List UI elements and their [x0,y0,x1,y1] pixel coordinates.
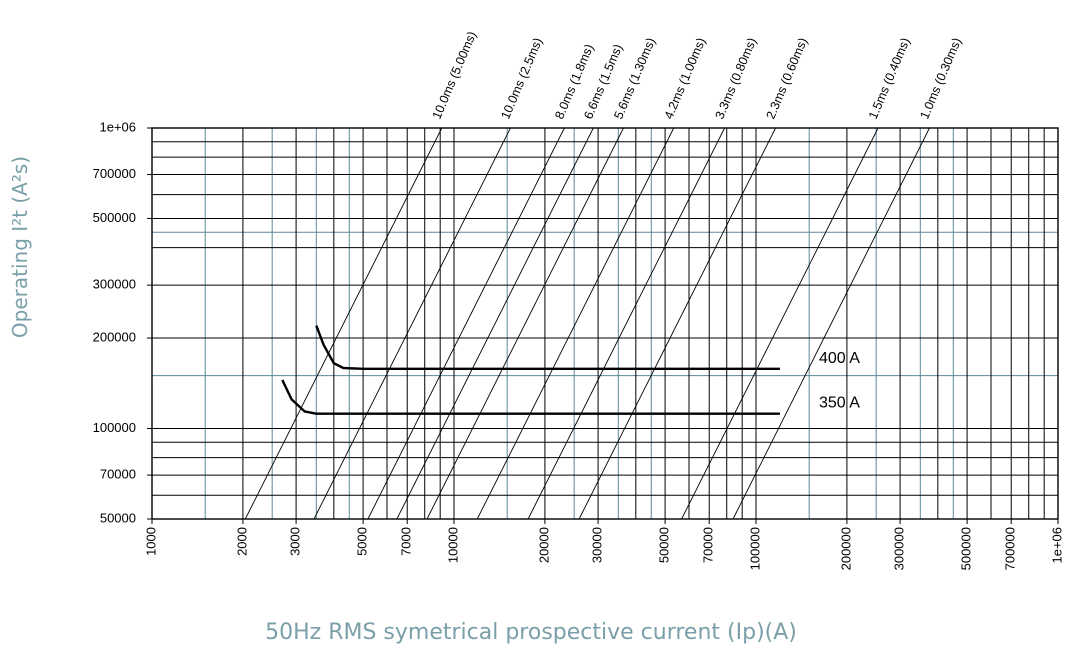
x-axis-title: 50Hz RMS symetrical prospective current … [265,620,797,645]
x-tick-label: 500000 [959,527,974,570]
y-tick-label: 1e+06 [99,119,136,134]
y-tick-label: 700000 [93,166,136,181]
series-curve [281,379,780,415]
time-line [732,128,930,519]
series-label: 350 A [819,395,860,412]
y-tick-label: 500000 [93,210,136,225]
time-line [681,128,879,519]
time-line [476,128,675,519]
time-line [578,128,776,519]
y-axis-title: Operating I²t (A²s) [8,156,32,338]
x-tick-label: 20000 [536,527,551,563]
time-line-label: 10.0ms (2.5ms) [498,36,545,121]
x-tick-label: 50000 [657,527,672,563]
x-tick-label: 70000 [701,527,716,563]
y-tick-label: 300000 [93,277,136,292]
time-line-label: 2.3ms (0.60ms) [763,36,810,121]
series-curves [281,325,780,415]
time-line [313,128,511,519]
time-line-labels: 10.0ms (5.00ms) 10.0ms (2.5ms) 8.0ms (1.8m… [430,29,965,121]
time-lines [244,128,930,519]
time-line [527,128,725,519]
time-line [396,128,594,519]
x-tick-label: 10000 [445,527,460,563]
time-line-label: 1.5ms (0.40ms) [866,36,913,121]
x-tick-label: 100000 [747,527,762,570]
series-label: 400 A [819,350,860,367]
time-line [244,128,443,519]
grid [152,128,1058,519]
y-tick-label: 50000 [100,510,136,525]
y-tick-label: 200000 [93,329,136,344]
time-line-label: 3.3ms (0.80ms) [712,36,759,121]
x-tick-label: 2000 [234,527,249,556]
x-tick-label: 3000 [288,527,303,556]
series-labels: 400 A 350 A [819,350,860,412]
plot-frame [151,127,1059,520]
x-tick-label: 300000 [892,527,907,570]
time-line-label: 4.2ms (1.00ms) [662,36,709,121]
x-tick-label: 30000 [590,527,605,563]
x-tick-label: 1e+06 [1049,527,1064,564]
time-line [367,128,565,519]
time-line-label: 1.0ms (0.30ms) [917,36,964,121]
y-tick-label: 70000 [100,467,136,482]
time-line [426,128,624,519]
x-tick-label: 200000 [838,527,853,570]
x-tick-label: 7000 [399,527,414,556]
x-tick-label: 700000 [1003,527,1018,570]
tick-labels: 1000 2000 3000 5000 7000 10000 20000 30000 50000… [93,119,1065,570]
y-tick-label: 100000 [93,420,136,435]
x-tick-label: 5000 [355,527,370,556]
x-tick-label: 1000 [143,527,158,556]
series-curve [315,325,780,370]
time-line-label: 10.0ms (5.00ms) [430,29,480,121]
